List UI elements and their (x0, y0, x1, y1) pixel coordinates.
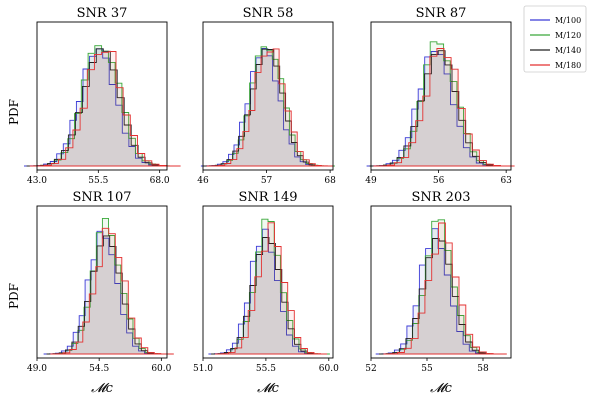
panel-5: 52 55 58 SNR 203 (365, 190, 512, 374)
xlabel-col1: 𝓜c (91, 381, 114, 396)
ylabel-row2: PDF (7, 283, 21, 309)
legend-label-2: M/140 (555, 46, 581, 55)
panel-1: 46 57 68 SNR 58 (197, 6, 336, 186)
panels: 43.0 55.5 68.0 SNR 37 46 57 68 SNR 58 49 56 63 SNR … (24, 6, 515, 374)
legend-label-0: M/100 (555, 16, 581, 25)
hist-2-series-3 (373, 48, 515, 167)
hist-0-series-2 (26, 48, 180, 167)
tick-label-5-2: 58 (477, 364, 489, 374)
legend-frame (523, 5, 587, 73)
panel-title-4: SNR 149 (238, 190, 297, 205)
ylabel-row1: PDF (7, 99, 21, 125)
panel-3: 49.0 54.5 60.0 SNR 107 (27, 190, 174, 374)
hist-3-series-3 (50, 227, 174, 355)
tick-label-3-0: 49.0 (27, 364, 47, 374)
hist-4-series-0 (208, 228, 323, 355)
xlabel-col3: 𝓜c (430, 381, 453, 396)
panel-frame-5 (370, 205, 512, 359)
panel-frame-3 (36, 205, 168, 359)
hist-0-series-3 (29, 51, 181, 167)
legend: M/100 M/120 M/140 M/180 (523, 5, 587, 73)
tick-label-4-1: 55.5 (256, 364, 276, 374)
panel-title-3: SNR 107 (72, 190, 131, 205)
panel-4: 51.0 55.5 60.0 SNR 149 (193, 190, 339, 374)
hist-5-series-3 (383, 222, 507, 355)
tick-label-1-0: 46 (197, 176, 209, 186)
hist-4-series-3 (214, 222, 328, 355)
tick-label-0-0: 43.0 (27, 176, 47, 186)
hist-1-series-3 (206, 48, 334, 167)
hist-1-series-0 (200, 48, 328, 167)
tick-label-5-0: 52 (365, 364, 376, 374)
tick-label-2-0: 49 (365, 176, 377, 186)
hist-1-series-2 (203, 48, 333, 167)
tick-label-1-2: 68 (324, 176, 336, 186)
panel-frame-2 (370, 21, 512, 171)
tick-label-0-2: 68.0 (150, 176, 170, 186)
tick-label-1-1: 57 (261, 176, 273, 186)
tick-label-4-0: 51.0 (193, 364, 213, 374)
tick-label-0-1: 55.5 (88, 176, 108, 186)
panel-title-1: SNR 58 (243, 6, 294, 21)
panel-2: 49 56 63 SNR 87 (365, 6, 515, 186)
legend-label-1: M/120 (555, 31, 581, 40)
panel-title-0: SNR 37 (77, 6, 128, 21)
tick-label-2-1: 56 (433, 176, 445, 186)
panel-frame-4 (202, 205, 334, 359)
panel-frame-1 (202, 21, 334, 171)
panel-title-5: SNR 203 (411, 190, 470, 205)
panel-0: 43.0 55.5 68.0 SNR 37 (24, 6, 181, 186)
tick-label-4-2: 60.0 (319, 364, 339, 374)
legend-label-3: M/180 (555, 61, 581, 70)
xlabel-col2: 𝓜c (257, 381, 280, 396)
tick-label-3-2: 60.0 (151, 364, 171, 374)
tick-label-3-1: 54.5 (89, 364, 109, 374)
panel-frame-0 (36, 21, 168, 171)
hist-5-series-2 (378, 238, 499, 355)
hist-4-series-2 (211, 237, 327, 355)
tick-label-5-1: 55 (421, 364, 433, 374)
tick-label-2-2: 63 (500, 176, 512, 186)
panel-title-2: SNR 87 (416, 6, 467, 21)
